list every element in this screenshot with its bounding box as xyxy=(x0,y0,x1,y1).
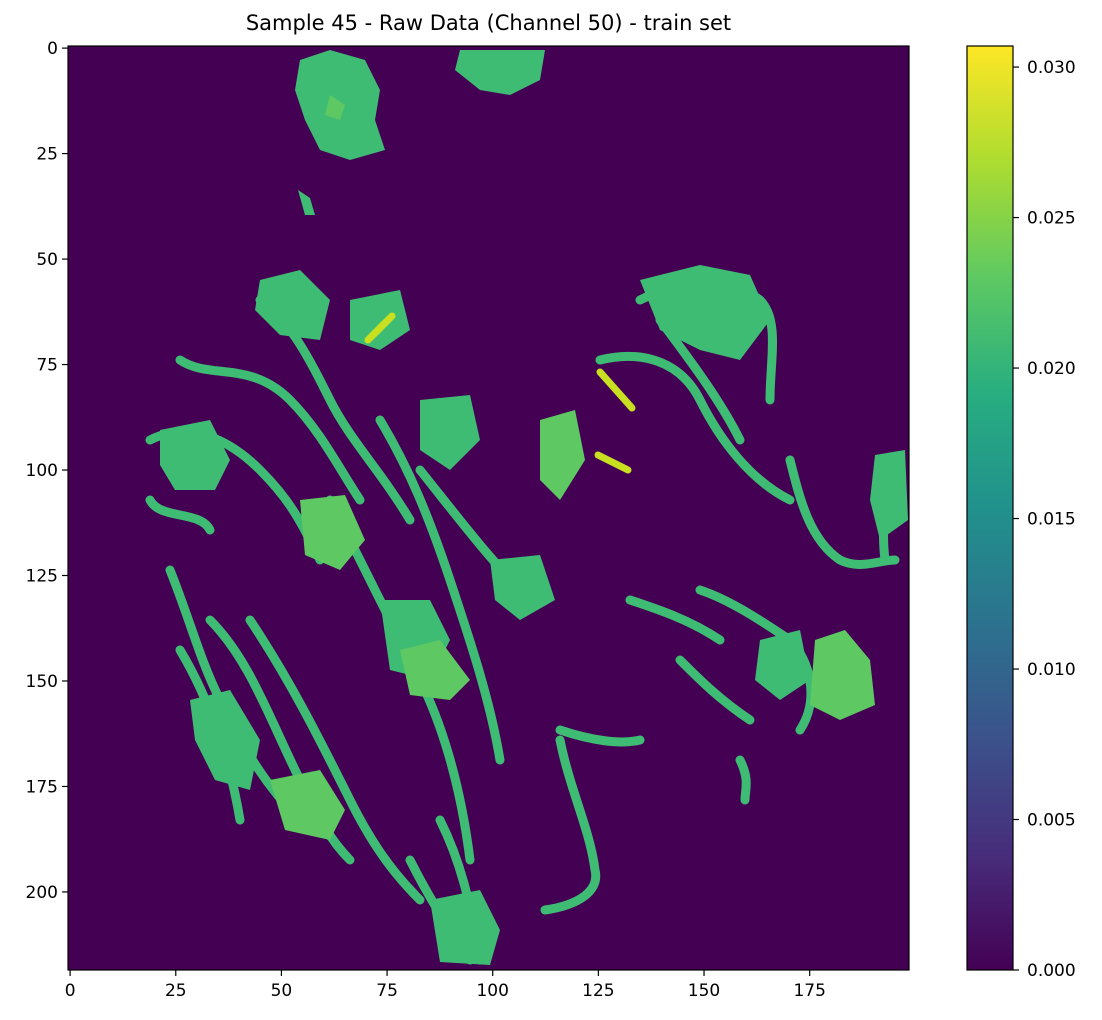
colorbar-tick-label: 0.005 xyxy=(1027,811,1076,831)
x-tick-label: 175 xyxy=(793,981,825,1001)
x-axis: 0 25 50 75 100 125 150 175 xyxy=(65,970,826,1001)
heatmap-top-regions xyxy=(295,50,545,215)
y-tick-label: 200 xyxy=(26,883,58,903)
y-tick-label: 0 xyxy=(47,39,58,59)
y-tick-label: 150 xyxy=(26,672,58,692)
colorbar-tick-label: 0.025 xyxy=(1027,209,1076,229)
x-tick-label: 100 xyxy=(476,981,508,1001)
x-tick-label: 125 xyxy=(582,981,614,1001)
colorbar-tick-label: 0.030 xyxy=(1027,58,1076,78)
heatmap-background xyxy=(68,46,909,970)
heatmap-right-fills xyxy=(540,265,908,720)
y-tick-label: 25 xyxy=(36,145,58,165)
colorbar-tick-label: 0.020 xyxy=(1027,359,1076,379)
x-tick-label: 0 xyxy=(65,981,76,1001)
y-tick-label: 100 xyxy=(26,461,58,481)
y-tick-label: 125 xyxy=(26,567,58,587)
y-tick-label: 50 xyxy=(36,250,58,270)
heatmap-peak-streaks xyxy=(364,312,636,474)
colorbar-axis: 0.000 0.005 0.010 0.015 0.020 0.025 0.030 xyxy=(1013,58,1076,981)
colorbar xyxy=(966,45,1014,971)
heatmap-left-fills xyxy=(160,270,555,965)
x-tick-label: 150 xyxy=(688,981,720,1001)
plot-frame xyxy=(67,45,910,971)
x-tick-label: 75 xyxy=(376,981,398,1001)
y-axis: 0 25 50 75 100 125 150 175 200 xyxy=(26,39,68,903)
x-tick-label: 25 xyxy=(165,981,187,1001)
colorbar-tick-label: 0.015 xyxy=(1027,510,1076,530)
x-tick-label: 50 xyxy=(271,981,293,1001)
y-tick-label: 175 xyxy=(26,777,58,797)
y-tick-label: 75 xyxy=(36,356,58,376)
heatmap-image xyxy=(145,50,908,965)
colorbar-tick-label: 0.000 xyxy=(1027,961,1076,981)
heatmap-left-regions xyxy=(145,295,535,965)
colorbar-tick-label: 0.010 xyxy=(1027,660,1076,680)
chart-title: Sample 45 - Raw Data (Channel 50) - trai… xyxy=(245,11,732,35)
